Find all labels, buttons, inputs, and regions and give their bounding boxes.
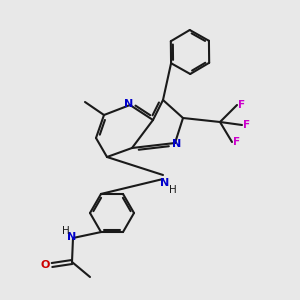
Text: F: F: [243, 120, 250, 130]
Text: N: N: [160, 178, 169, 188]
Text: H: H: [62, 226, 70, 236]
Text: O: O: [40, 260, 50, 270]
Text: N: N: [124, 99, 134, 109]
Text: F: F: [238, 100, 246, 110]
Text: N: N: [68, 232, 76, 242]
Text: H: H: [169, 185, 177, 195]
Text: F: F: [233, 137, 241, 147]
Text: N: N: [172, 139, 182, 149]
